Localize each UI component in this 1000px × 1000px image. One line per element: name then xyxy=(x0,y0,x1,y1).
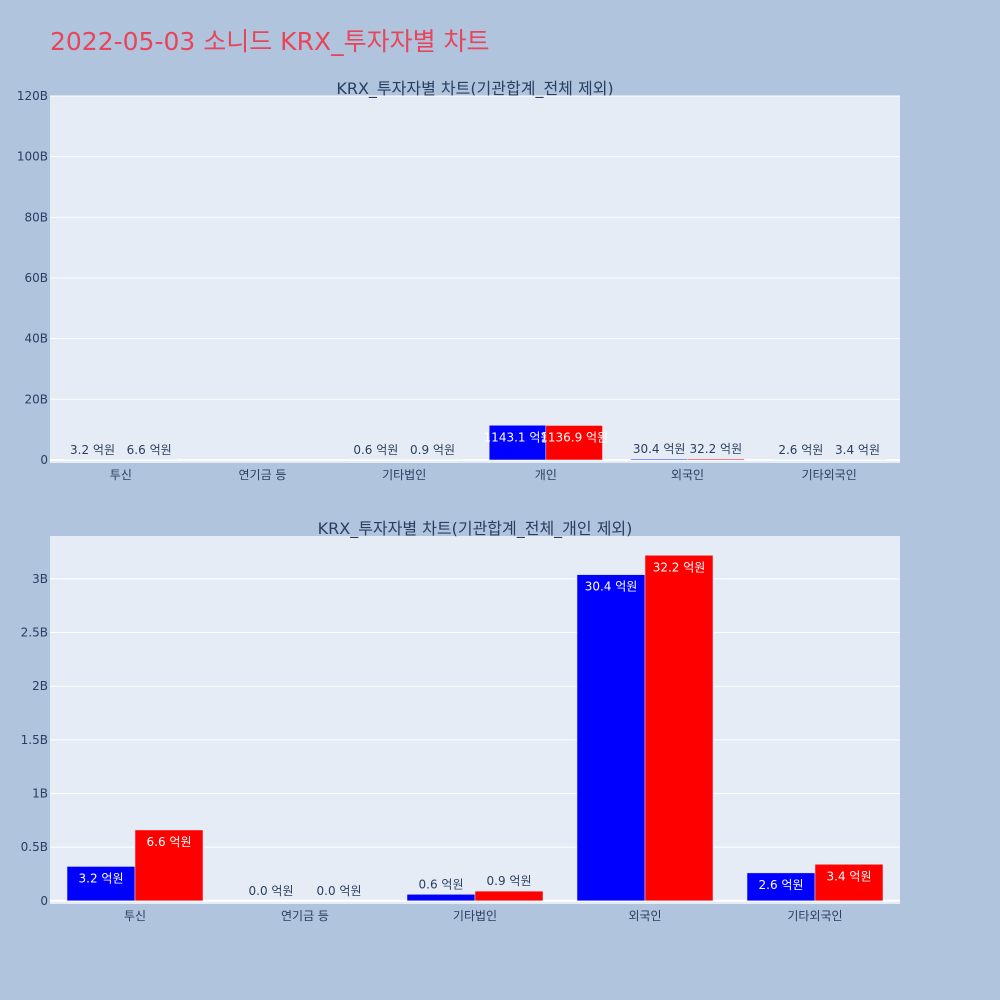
bar-투신-series-2 xyxy=(134,829,204,902)
y-tick-label: 2.5B xyxy=(21,626,48,640)
bar-개인-series-2 xyxy=(545,425,603,461)
bar-label: 3.2 억원 xyxy=(70,443,115,457)
bar-label: 3.2 억원 xyxy=(79,871,124,885)
x-tick-label: 연기금 등 xyxy=(239,468,287,482)
x-tick-label: 개인 xyxy=(535,468,557,482)
bar-label: 6.6 억원 xyxy=(147,835,192,849)
x-tick-label: 기타외국인 xyxy=(802,468,857,482)
bar-label: 6.6 억원 xyxy=(127,443,172,457)
x-tick-label: 투신 xyxy=(110,468,132,482)
y-tick-label: 1.5B xyxy=(21,733,48,747)
y-tick-label: 0 xyxy=(40,453,48,467)
page-title: 2022-05-03 소니드 KRX_투자자별 차트 xyxy=(50,27,490,56)
y-tick-label: 60B xyxy=(24,271,48,285)
y-tick-label: 2B xyxy=(32,679,48,693)
bar-외국인-series-2 xyxy=(687,458,745,461)
bar-label: 32.2 억원 xyxy=(690,442,743,456)
x-tick-label: 기타법인 xyxy=(382,468,426,482)
bar-label: 0.6 억원 xyxy=(419,877,464,891)
y-tick-label: 0.5B xyxy=(21,840,48,854)
bar-투신-series-1 xyxy=(66,866,136,902)
bar-label: 2.6 억원 xyxy=(759,878,804,892)
bar-기타법인-series-1 xyxy=(406,894,476,902)
y-tick-label: 120B xyxy=(17,89,48,103)
y-tick-label: 80B xyxy=(24,210,48,224)
bar-label: 0.6 억원 xyxy=(353,443,398,457)
bar-label: 0.9 억원 xyxy=(410,443,455,457)
x-tick-label: 기타법인 xyxy=(453,909,497,923)
bar-외국인-series-2 xyxy=(644,555,714,902)
chart-title: KRX_투자자별 차트(기관합계_전체 제외) xyxy=(336,79,613,99)
bar-label: 3.4 억원 xyxy=(827,869,872,883)
bar-외국인-series-1 xyxy=(576,574,646,902)
bar-label: 0.0 억원 xyxy=(249,884,294,898)
bar-기타법인-series-2 xyxy=(474,890,544,902)
bar-label: 1136.9 억원 xyxy=(540,430,608,444)
bar-기타외국인-series-2 xyxy=(814,864,884,902)
bar-label: 0.0 억원 xyxy=(317,884,362,898)
y-tick-label: 20B xyxy=(24,392,48,406)
chart-title: KRX_투자자별 차트(기관합계_전체_개인 제외) xyxy=(318,519,633,539)
y-tick-label: 100B xyxy=(17,150,48,164)
bar-label: 3.4 억원 xyxy=(835,443,880,457)
bar-label: 2.6 억원 xyxy=(778,443,823,457)
bar-label: 30.4 억원 xyxy=(633,442,686,456)
x-tick-label: 기타외국인 xyxy=(787,909,842,923)
x-tick-label: 외국인 xyxy=(628,909,661,923)
bar-label: 1143.1 억원 xyxy=(484,430,552,444)
y-tick-label: 40B xyxy=(24,332,48,346)
bar-기타외국인-series-1 xyxy=(746,872,816,902)
bar-label: 32.2 억원 xyxy=(653,560,706,574)
chart-top: KRX_투자자별 차트(기관합계_전체 제외) 0 20B 40B 60B 80B 100B… xyxy=(17,79,900,482)
y-tick-label: 1B xyxy=(32,786,48,800)
bar-label: 0.9 억원 xyxy=(487,874,532,888)
x-tick-label: 외국인 xyxy=(671,468,704,482)
y-tick-label: 3B xyxy=(32,572,48,586)
y-tick-label: 0 xyxy=(40,894,48,908)
x-tick-label: 투신 xyxy=(124,909,146,923)
plot-area xyxy=(50,96,900,463)
bar-label: 30.4 억원 xyxy=(585,580,638,594)
x-tick-label: 연기금 등 xyxy=(281,909,329,923)
